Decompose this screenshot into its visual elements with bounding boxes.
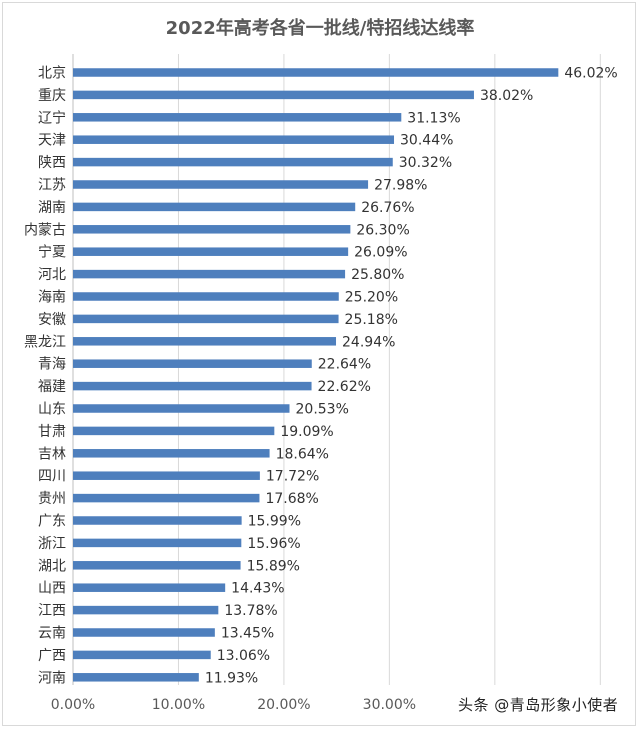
category-label: 广西 <box>38 648 66 664</box>
bar-7 <box>73 202 356 212</box>
data-label: 17.72% <box>266 469 319 485</box>
category-label: 湖北 <box>38 558 66 574</box>
data-label: 38.02% <box>480 88 533 104</box>
category-label: 辽宁 <box>38 109 66 126</box>
data-label: 15.96% <box>247 536 300 552</box>
category-label: 福建 <box>38 379 66 395</box>
bar-27 <box>73 650 211 660</box>
bar-21 <box>73 516 242 525</box>
bar-12 <box>73 314 339 324</box>
data-label: 26.09% <box>354 245 407 261</box>
data-label: 22.62% <box>318 379 371 395</box>
data-label: 18.64% <box>276 446 329 462</box>
category-label: 北京 <box>38 66 66 82</box>
category-label: 天津 <box>38 133 66 149</box>
category-label: 山西 <box>38 581 66 597</box>
data-label: 17.68% <box>265 491 318 507</box>
category-label: 内蒙古 <box>24 222 66 238</box>
category-label: 海南 <box>38 290 66 306</box>
category-label: 贵州 <box>38 491 66 507</box>
data-label: 20.53% <box>296 402 349 418</box>
bar-20 <box>73 493 260 503</box>
data-label: 13.06% <box>217 648 270 664</box>
category-label: 吉林 <box>38 446 66 462</box>
bar-25 <box>73 605 219 615</box>
bar-15 <box>73 381 312 391</box>
bar-26 <box>73 628 215 637</box>
bar-8 <box>73 225 351 234</box>
category-label: 河南 <box>38 670 66 686</box>
bar-6 <box>73 180 369 189</box>
category-label: 青海 <box>38 357 66 373</box>
category-label: 重庆 <box>38 88 66 104</box>
bar-9 <box>73 247 349 256</box>
category-label: 黑龙江 <box>24 334 66 350</box>
category-label: 甘肃 <box>38 424 66 440</box>
data-label: 25.18% <box>345 312 398 328</box>
data-label: 27.98% <box>374 178 427 194</box>
data-label: 15.99% <box>248 514 301 530</box>
bar-11 <box>73 292 339 301</box>
data-label: 11.93% <box>205 670 258 686</box>
category-label: 江苏 <box>38 178 66 194</box>
x-tick-label: 10.00% <box>152 697 205 713</box>
data-label: 24.94% <box>342 334 395 350</box>
chart-title: 2022年高考各省一批线/特招线达线率 <box>165 18 475 39</box>
bar-19 <box>73 471 260 480</box>
watermark: 头条 @青岛形象小使者 <box>458 696 619 714</box>
data-label: 30.32% <box>399 155 452 171</box>
data-label: 15.89% <box>247 558 300 574</box>
data-label: 26.76% <box>361 200 414 216</box>
data-label: 30.44% <box>400 133 453 149</box>
category-label: 山东 <box>38 402 66 418</box>
data-label: 25.80% <box>351 267 404 283</box>
data-label: 22.64% <box>318 357 371 373</box>
bar-5 <box>73 157 393 167</box>
bar-1 <box>73 68 559 77</box>
x-tick-label: 0.00% <box>51 697 95 713</box>
bar-23 <box>73 561 241 570</box>
data-label: 26.30% <box>356 222 409 238</box>
data-label: 13.78% <box>224 603 277 619</box>
data-label: 19.09% <box>280 424 333 440</box>
bar-3 <box>73 113 402 122</box>
category-label: 浙江 <box>38 536 66 552</box>
category-label: 云南 <box>38 626 66 642</box>
bar-16 <box>73 404 290 413</box>
bar-22 <box>73 538 242 548</box>
x-tick-label: 20.00% <box>257 697 310 713</box>
bar-4 <box>73 135 395 144</box>
data-label: 14.43% <box>231 581 284 597</box>
bar-18 <box>73 449 270 458</box>
category-label: 四川 <box>38 469 66 485</box>
data-label: 25.20% <box>345 290 398 306</box>
bar-24 <box>73 583 226 592</box>
data-label: 31.13% <box>407 110 460 126</box>
bar-28 <box>73 673 199 682</box>
category-label: 广东 <box>38 514 66 530</box>
data-label: 46.02% <box>564 66 617 82</box>
bar-10 <box>73 269 346 279</box>
x-tick-label: 30.00% <box>363 697 416 713</box>
bar-14 <box>73 359 312 368</box>
category-label: 宁夏 <box>38 244 66 261</box>
bar-2 <box>73 90 474 100</box>
data-label: 13.45% <box>221 626 274 642</box>
category-label: 湖南 <box>38 200 66 216</box>
category-label: 安徽 <box>38 312 66 328</box>
category-label: 江西 <box>38 603 66 619</box>
bar-17 <box>73 426 275 436</box>
category-label: 陕西 <box>38 155 66 171</box>
category-label: 河北 <box>38 267 66 283</box>
bar-13 <box>73 337 337 346</box>
